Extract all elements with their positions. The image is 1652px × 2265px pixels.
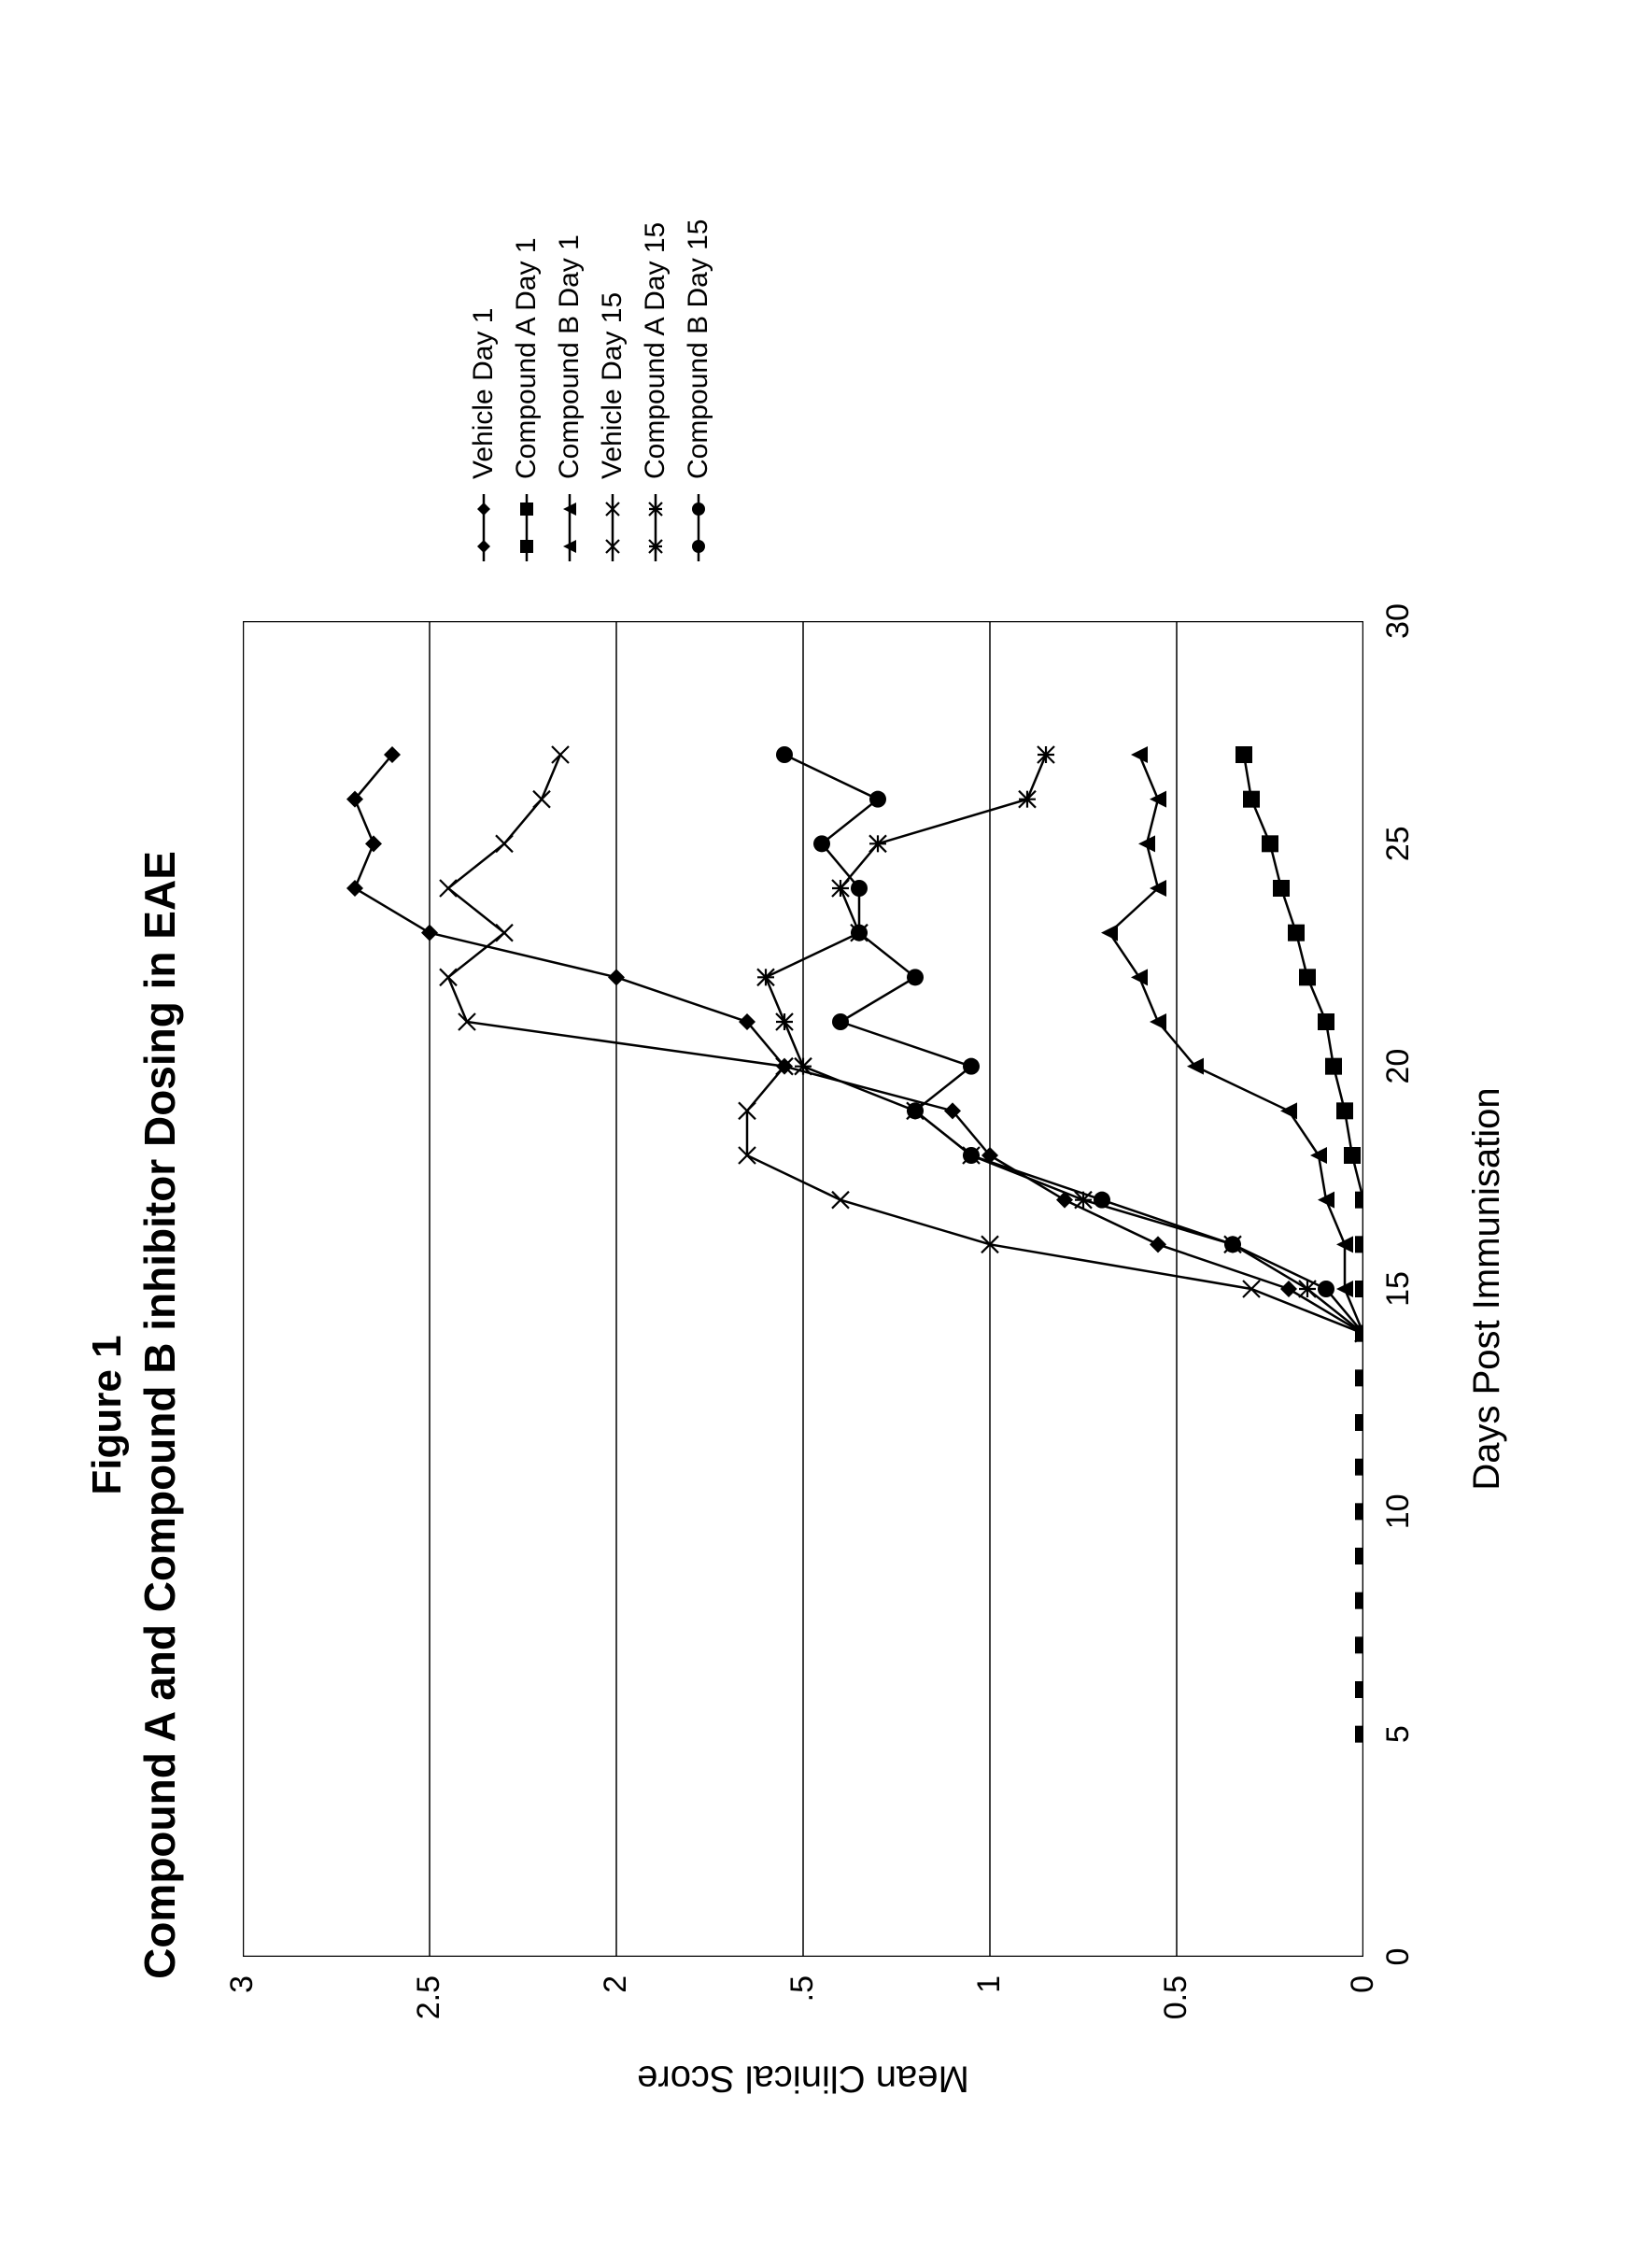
legend: Vehicle Day 1 Compound A Day 1 Compound B … — [467, 42, 725, 565]
y-tick-label: 3 — [224, 1975, 261, 2050]
page: Figure 1 Compound A and Compound B inhib… — [0, 0, 1652, 2265]
legend-label: Vehicle Day 15 — [597, 292, 628, 479]
legend-label: Compound B Day 1 — [554, 234, 586, 479]
legend-item: Vehicle Day 15 — [596, 42, 629, 565]
legend-item: Compound B Day 1 — [553, 42, 586, 565]
y-tick-label: 2.5 — [411, 1975, 447, 2050]
legend-label: Vehicle Day 1 — [468, 308, 500, 479]
y-tick-label: 2 — [598, 1975, 634, 2050]
x-tick-label: 15 — [1380, 1261, 1417, 1317]
legend-swatch-diamond-icon — [467, 490, 501, 565]
y-tick-label: 0.5 — [1158, 1975, 1194, 2050]
legend-swatch-triangle-icon — [553, 490, 586, 565]
legend-label: Compound A Day 1 — [511, 237, 543, 479]
chart-title: Figure 1 Compound A and Compound B inhib… — [84, 565, 185, 2265]
legend-swatch-circle-icon — [682, 490, 715, 565]
plot-svg — [243, 621, 1363, 1957]
legend-label: Compound A Day 15 — [640, 222, 671, 479]
x-axis-label: Days Post Immunisation — [1466, 621, 1508, 1957]
legend-swatch-x-icon — [596, 490, 629, 565]
legend-item: Vehicle Day 1 — [467, 42, 501, 565]
legend-swatch-asterisk-icon — [639, 490, 672, 565]
x-tick-label: 5 — [1380, 1706, 1417, 1762]
legend-swatch-square-icon — [510, 490, 544, 565]
x-tick-label: 10 — [1380, 1483, 1417, 1539]
y-axis-label: Mean Clinical Score — [637, 2058, 969, 2100]
legend-label: Compound B Day 15 — [683, 219, 714, 480]
y-tick-label: 1 — [971, 1975, 1008, 2050]
landscape-rotator: Figure 1 Compound A and Compound B inhib… — [0, 0, 1652, 2265]
plot-area — [243, 621, 1363, 1957]
x-tick-label: 25 — [1380, 815, 1417, 871]
y-tick-label: 0 — [1345, 1975, 1381, 2050]
x-tick-label: 30 — [1380, 593, 1417, 649]
legend-item: Compound A Day 15 — [639, 42, 672, 565]
legend-item: Compound A Day 1 — [510, 42, 544, 565]
chart-title-line1: Figure 1 — [84, 565, 131, 2265]
figure: Figure 1 Compound A and Compound B inhib… — [0, 0, 1652, 2265]
chart-title-line2: Compound A and Compound B inhibitor Dosi… — [134, 565, 185, 2265]
y-tick-label: .5 — [784, 1975, 821, 2050]
legend-item: Compound B Day 15 — [682, 42, 715, 565]
x-tick-label: 20 — [1380, 1039, 1417, 1095]
x-tick-label: 0 — [1380, 1929, 1417, 1985]
